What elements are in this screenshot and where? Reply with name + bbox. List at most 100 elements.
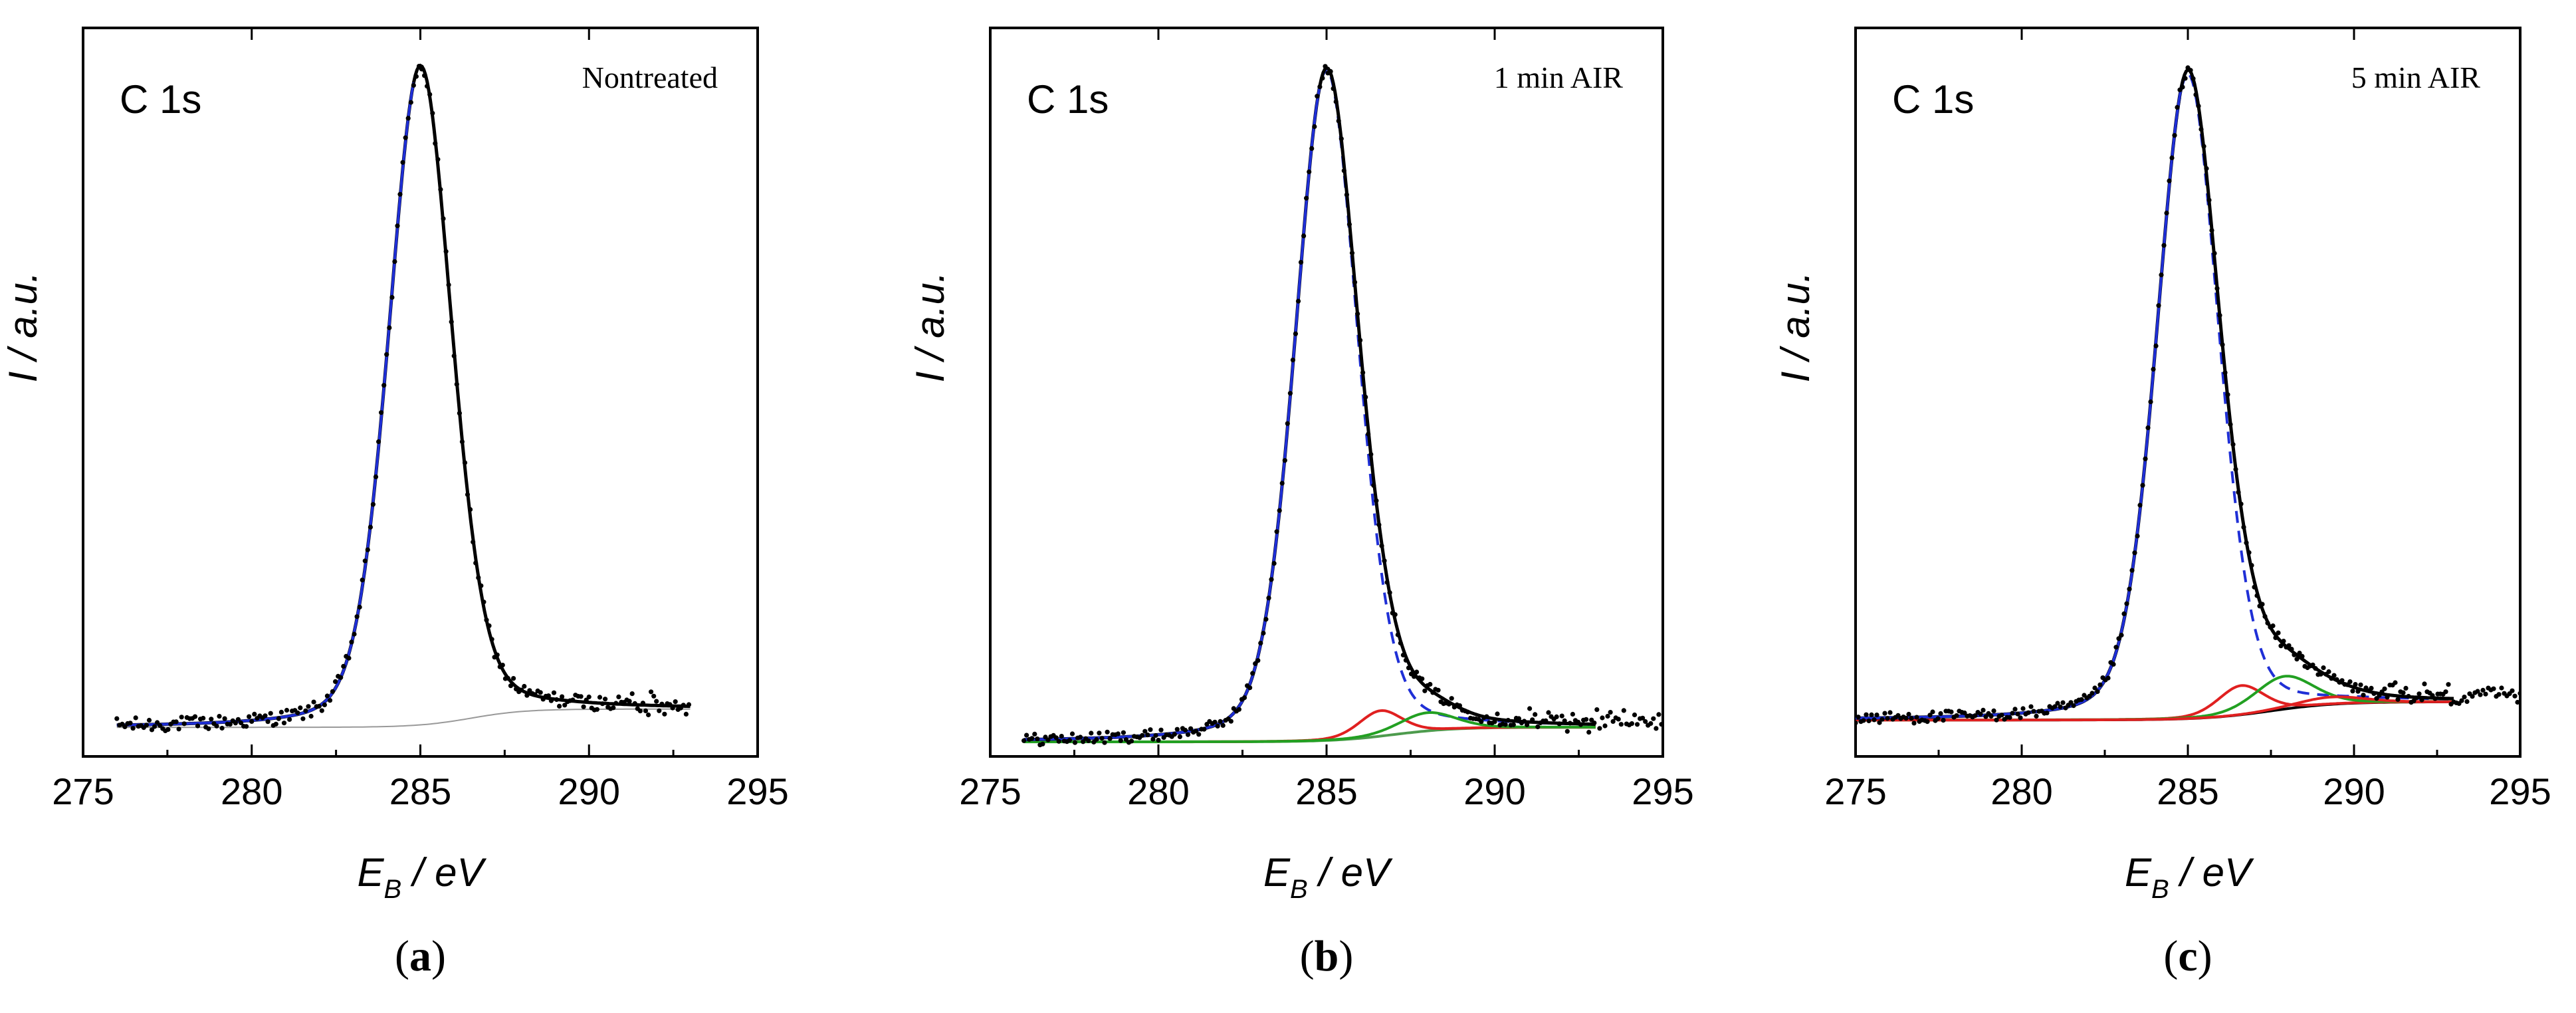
data-point xyxy=(2201,144,2206,149)
data-point xyxy=(1363,394,1368,400)
data-point xyxy=(1554,714,1559,719)
data-point xyxy=(379,410,384,415)
data-point xyxy=(632,701,637,706)
data-point xyxy=(1856,715,1861,720)
data-point xyxy=(206,726,211,731)
data-point xyxy=(2217,312,2222,318)
data-point xyxy=(629,691,635,697)
data-point xyxy=(1973,713,1978,719)
panel-b: 275 280 285 290 295 EB / eV I / a.u. C 1s 1 min … xyxy=(908,27,1694,904)
data-point xyxy=(1949,709,1954,715)
data-point xyxy=(1220,723,1226,728)
data-point xyxy=(1543,718,1549,723)
data-point xyxy=(1140,732,1145,738)
data-point xyxy=(443,249,449,254)
data-point xyxy=(2140,483,2145,488)
data-point xyxy=(2432,696,2438,701)
data-point xyxy=(2297,650,2302,656)
data-point xyxy=(2260,602,2265,607)
data-point xyxy=(2236,490,2241,495)
data-point xyxy=(1570,711,1575,717)
data-point xyxy=(2339,678,2345,683)
data-point xyxy=(508,683,514,689)
data-point xyxy=(643,708,649,713)
data-point xyxy=(1909,716,1914,721)
data-point xyxy=(1094,736,1099,742)
data-point xyxy=(2246,550,2252,555)
data-point xyxy=(1263,617,1269,622)
data-point xyxy=(1247,685,1253,691)
panel-letter: (a) xyxy=(395,932,446,980)
envelope-black xyxy=(1856,68,2454,720)
data-point xyxy=(2382,686,2387,691)
data-point xyxy=(2273,635,2278,641)
data-point xyxy=(681,703,686,708)
data-point xyxy=(1895,713,1901,718)
data-point xyxy=(298,705,303,711)
data-point xyxy=(1643,719,1648,725)
data-point xyxy=(2151,366,2156,372)
data-point xyxy=(581,704,586,709)
data-point xyxy=(2515,699,2520,705)
data-point xyxy=(1304,195,1309,201)
data-point xyxy=(144,723,149,728)
data-point xyxy=(397,191,403,197)
data-point xyxy=(2294,657,2300,662)
data-point xyxy=(306,704,311,709)
data-point xyxy=(2377,693,2382,698)
data-point xyxy=(1194,729,1199,734)
data-point xyxy=(2462,695,2467,700)
data-point xyxy=(1610,719,1616,724)
data-point xyxy=(505,675,511,681)
data-point xyxy=(2169,155,2175,161)
data-point xyxy=(2071,703,2076,709)
data-point xyxy=(1253,661,1258,667)
data-point xyxy=(457,411,463,416)
sample-label: Nontreated xyxy=(582,60,718,94)
data-point xyxy=(2143,456,2148,461)
data-point xyxy=(1546,710,1551,715)
data-point xyxy=(181,721,187,727)
data-point xyxy=(1056,738,1061,744)
data-point xyxy=(2496,692,2502,697)
data-point xyxy=(2148,399,2153,405)
data-point xyxy=(427,92,433,97)
data-point xyxy=(1185,732,1191,737)
data-point xyxy=(1535,724,1541,730)
data-point xyxy=(1366,431,1371,437)
data-point xyxy=(2300,653,2305,659)
data-point xyxy=(2010,711,2015,716)
data-point xyxy=(1277,508,1282,513)
data-point xyxy=(2156,303,2161,308)
data-point xyxy=(494,652,500,657)
data-point xyxy=(1182,727,1188,733)
data-point xyxy=(2209,228,2214,233)
data-point xyxy=(295,710,300,715)
data-point xyxy=(338,675,344,680)
data-point xyxy=(247,714,252,719)
data-point xyxy=(2012,707,2018,712)
data-point xyxy=(1492,719,1497,725)
data-point xyxy=(1089,731,1094,736)
data-point xyxy=(1072,740,1078,745)
data-point xyxy=(1885,716,1890,721)
data-point xyxy=(599,701,605,707)
data-point xyxy=(249,719,255,724)
data-point xyxy=(2238,501,2244,506)
data-point xyxy=(2119,632,2124,638)
data-point xyxy=(195,723,201,729)
data-point xyxy=(2464,699,2470,705)
data-point xyxy=(1930,709,1935,715)
raw-data-points xyxy=(1021,64,1663,748)
data-point xyxy=(341,663,346,669)
data-point xyxy=(263,713,268,719)
data-point xyxy=(1344,192,1349,197)
data-point xyxy=(465,492,471,497)
data-point xyxy=(1654,726,1659,731)
data-point xyxy=(1387,590,1392,596)
data-point xyxy=(219,725,225,731)
data-point xyxy=(114,716,120,721)
data-point xyxy=(284,707,290,713)
data-point xyxy=(422,73,427,78)
data-point xyxy=(1449,696,1454,701)
